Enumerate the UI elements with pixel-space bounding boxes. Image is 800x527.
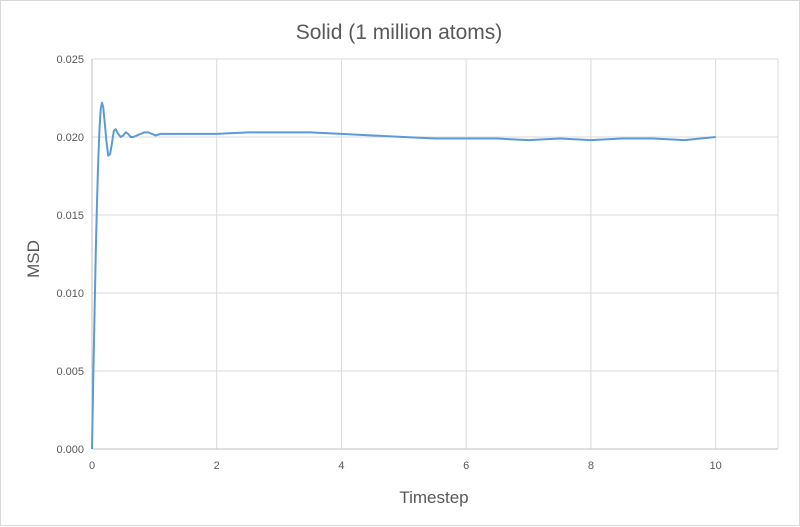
gridlines	[92, 58, 779, 449]
chart-title: Solid (1 million atoms)	[296, 21, 503, 44]
y-tick-label: 0.010	[56, 288, 84, 300]
y-tick-label: 0.015	[56, 210, 84, 222]
y-tick-label: 0.025	[56, 54, 84, 66]
x-tick-label: 4	[338, 460, 344, 472]
x-tick-label: 2	[214, 460, 220, 472]
y-tick-label: 0.020	[56, 132, 84, 144]
x-tick-label: 0	[89, 460, 95, 472]
axes	[91, 59, 778, 450]
x-tick-label: 8	[588, 460, 594, 472]
x-tick-label: 10	[710, 460, 722, 472]
series-layer	[91, 101, 716, 450]
x-tick-label: 6	[463, 460, 469, 472]
tick-labels: 0.000 0.005 0.010 0.015 0.020 0.025 0 2 4 6 8 10	[56, 54, 721, 472]
y-tick-label: 0.000	[56, 444, 84, 456]
y-axis-title: MSD	[24, 240, 43, 278]
series-line	[91, 101, 716, 450]
x-axis-title: Timestep	[399, 488, 468, 507]
y-tick-label: 0.005	[56, 366, 84, 378]
